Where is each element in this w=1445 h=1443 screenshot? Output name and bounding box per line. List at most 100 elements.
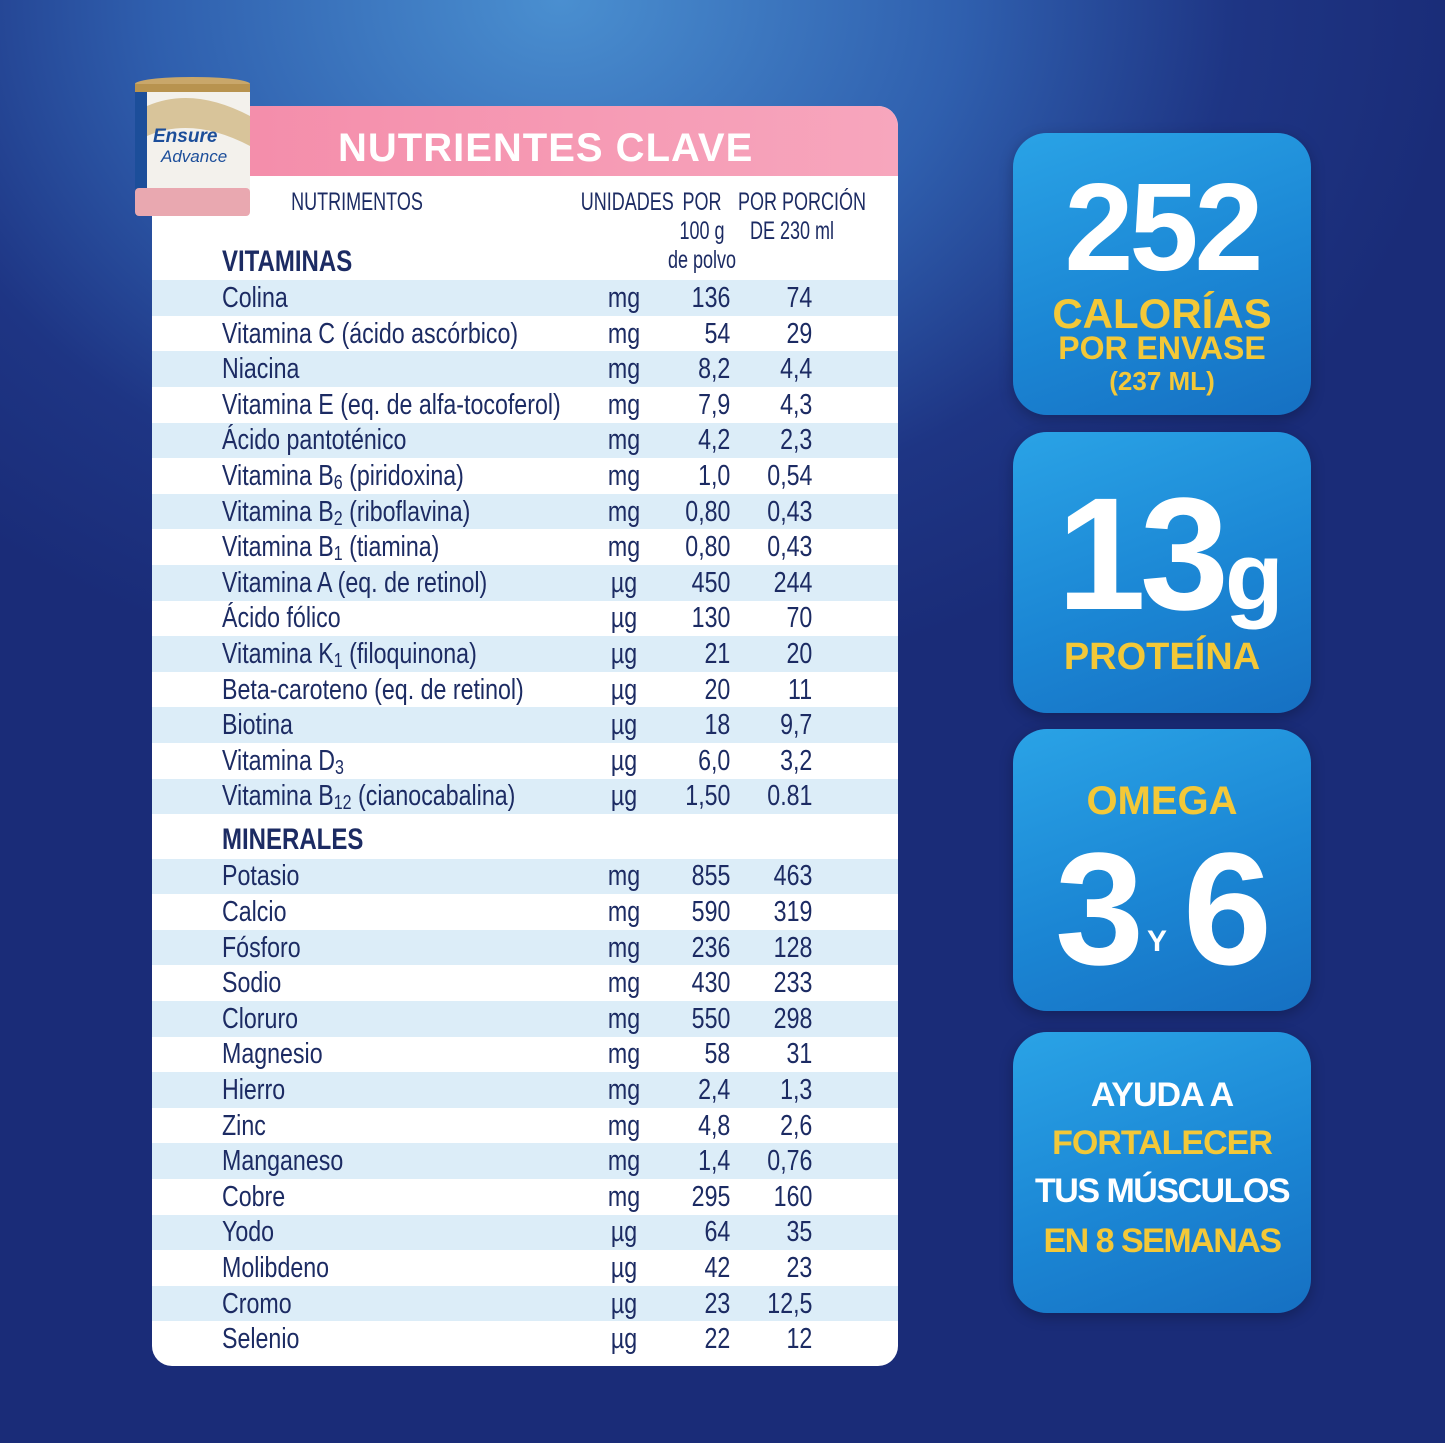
value-per100: 1,0 [697,460,730,492]
unit: µg [610,1287,638,1320]
name-text: Molibdeno [222,1252,330,1284]
name-subscript: 1 [333,650,343,672]
value-portion: 31 [786,1038,812,1071]
name-text: Selenio [222,1323,300,1356]
value-portion: 1,3 [779,1074,812,1106]
unit: mg [607,931,641,964]
value-per100: 855 [691,860,730,893]
value-portion: 319 [773,896,812,928]
unit: mg [607,495,641,528]
value-portion: 0.81 [766,780,812,813]
name-text: Vitamina D [222,744,336,777]
value-portion: 12 [786,1323,812,1356]
value-portion: 2,3 [779,424,812,457]
row-stripe [152,636,898,672]
value-per100: 18 [704,709,730,742]
unit: µg [610,673,638,706]
value-portion: 4,4 [779,353,812,386]
row-stripe [152,1001,898,1037]
unit: mg [607,1074,641,1106]
unit: µg [610,638,638,670]
name-subscript: 2 [333,507,343,530]
unit: µg [610,566,638,599]
value-per100: 4,8 [697,1109,730,1142]
unit: mg [607,896,641,928]
row-stripe [152,1072,898,1108]
value-per100: 54 [704,317,730,350]
unit: mg [607,967,641,1000]
omega-number: 3 [1055,819,1144,998]
protein-unit: g [1225,523,1284,630]
nutrient-name: Selenio [222,1321,299,1357]
row-stripe [152,280,898,316]
nutrient-name: Vitamina B6 (piridoxina) [222,458,464,494]
name-text: Vitamina B [222,495,334,528]
value-per100: 0,80 [684,495,730,528]
value-portion: 20 [786,638,812,670]
nutrient-name: Ácido pantoténico [222,422,406,458]
omega-joiner: Y [1147,925,1168,958]
unit: mg [607,460,641,492]
value-per100: 430 [691,967,730,1000]
name-text: Yodo [222,1216,275,1249]
can-stripe [135,92,147,216]
can-brand: Ensure [153,126,218,147]
name-text: Vitamina B [222,780,334,813]
nutrient-name: Ácido fólico [222,600,341,636]
col-header-line: POR [682,188,722,216]
muscles-badge: AYUDA A FORTALECER TUS MÚSCULOS EN 8 SEM… [1013,1032,1311,1313]
value-per100: 4,2 [697,424,730,457]
value-per100: 8,2 [697,353,730,386]
col-header: POR 100 g de polvo [666,188,738,275]
value-portion: 2,6 [779,1109,812,1142]
name-text: Magnesio [222,1038,323,1071]
row-stripe [152,778,898,815]
name-text: Vitamina B [222,531,334,564]
value-per100: 136 [691,282,730,314]
unit: mg [607,1038,641,1071]
value-portion: 233 [773,967,812,1000]
nutrient-name: Vitamina B2 (riboflavina) [222,494,470,530]
value-portion: 12,5 [766,1287,812,1320]
value-per100: 58 [704,1038,730,1071]
nutrient-name: Calcio [222,894,286,930]
row-stripe [152,351,898,387]
section-title: VITAMINAS [222,245,353,278]
name-text: Vitamina K [222,638,334,670]
nutrient-name: Vitamina K1 (filoquinona) [222,636,477,672]
col-header-line: 100 g [679,217,725,245]
value-portion: 160 [773,1180,812,1213]
row-stripe [152,707,898,743]
value-per100: 236 [691,931,730,964]
value-portion: 70 [786,602,812,635]
value-portion: 244 [773,566,812,599]
name-text: Ácido fólico [222,602,341,635]
value-per100: 1,50 [684,780,730,813]
name-text: Beta-caroteno (eq. de retinol) [222,673,524,706]
name-text: Ácido pantoténico [222,424,407,457]
product-can: Ensure Advance [135,77,250,216]
col-header-line: de polvo [667,246,737,274]
col-header: NUTRIMENTOS [291,188,423,216]
section-title: MINERALES [222,823,364,857]
value-portion: 35 [786,1216,812,1249]
value-per100: 64 [704,1216,730,1249]
nutrient-name: Cromo [222,1286,292,1322]
name-text: Colina [222,282,288,314]
unit: µg [610,780,638,813]
can-rim [135,84,250,92]
value-portion: 0,43 [766,531,812,564]
col-header: POR PORCIÓN DE 230 ml [738,188,866,246]
value-per100: 22 [704,1323,730,1356]
nutrient-name: Niacina [222,351,299,387]
value-per100: 590 [691,896,730,928]
nutrient-name: Potasio [222,858,299,894]
unit: µg [610,1216,638,1249]
name-text: Cobre [222,1180,286,1213]
value-per100: 450 [691,566,730,599]
calories-label: CALORÍAS [1052,290,1272,337]
name-text: Vitamina C (ácido ascórbico) [222,317,519,350]
value-per100: 7,9 [697,388,730,421]
name-text: Sodio [222,967,282,1000]
